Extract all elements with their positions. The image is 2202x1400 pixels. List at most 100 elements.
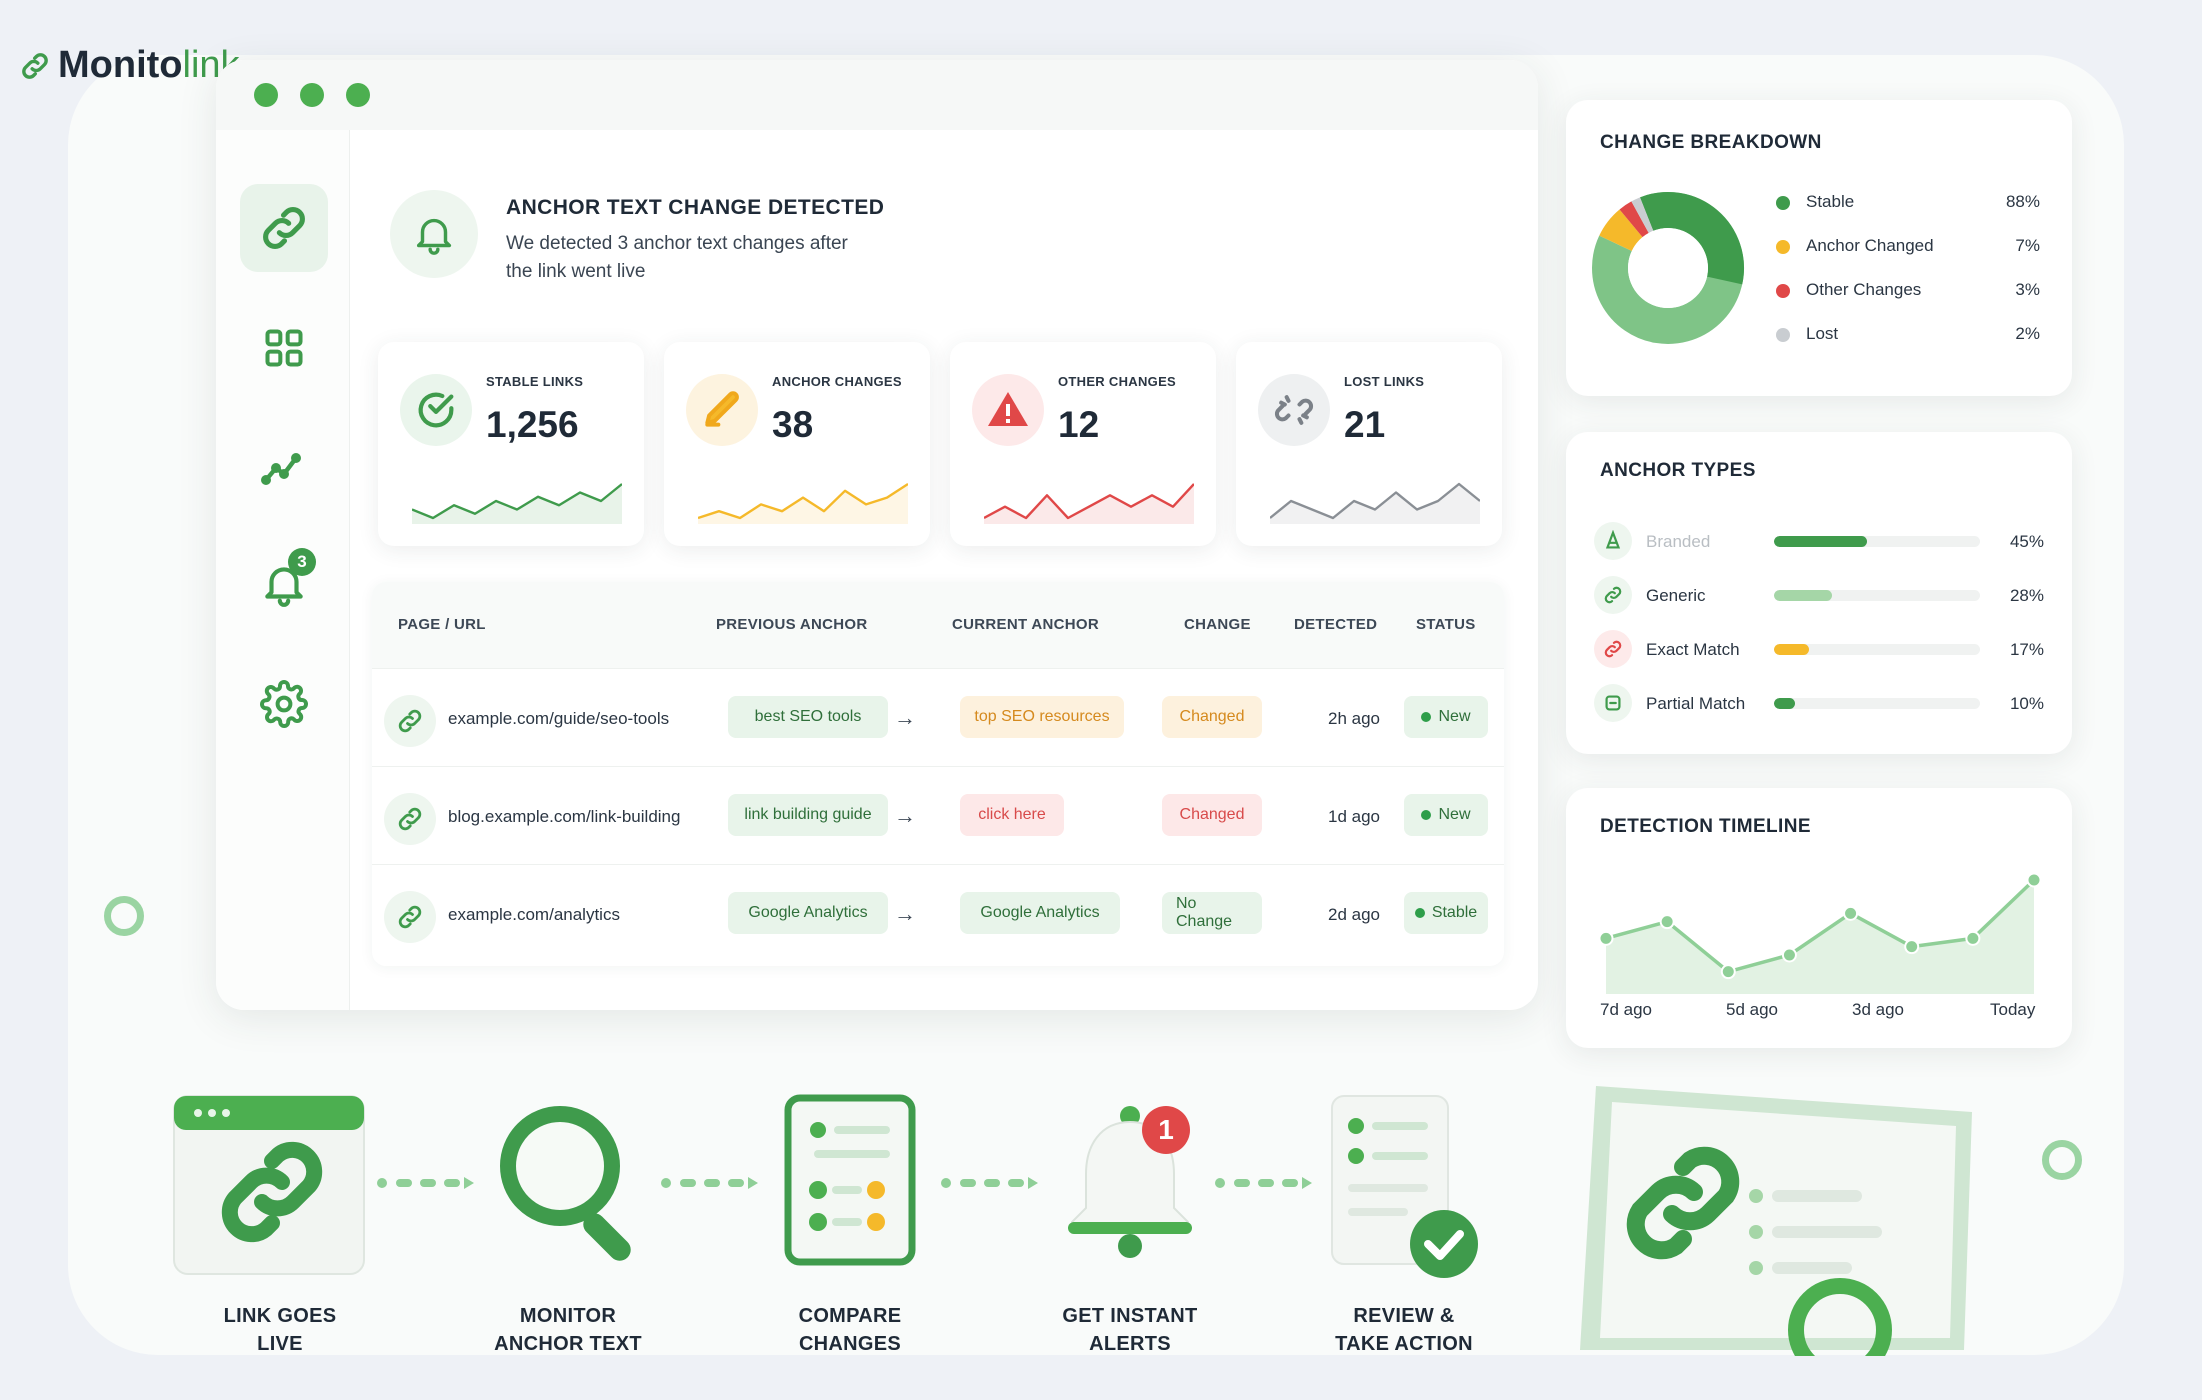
- step-label: LINK GOES LIVE: [170, 1302, 390, 1358]
- stat-card-stable-links[interactable]: STABLE LINKS 1,256: [378, 342, 644, 546]
- donut-slice-lost[interactable]: [1631, 197, 1654, 234]
- connector-dashes: [1215, 1177, 1312, 1189]
- timeline-line: [1605, 878, 2036, 974]
- stat-card-other-changes[interactable]: OTHER CHANGES 12: [950, 342, 1216, 546]
- column-header[interactable]: STATUS: [1416, 616, 1476, 633]
- sidebar-item-links[interactable]: [240, 184, 328, 272]
- anchor-type-bar-fill: [1774, 698, 1795, 709]
- anchor-type-name: Exact Match: [1646, 640, 1740, 659]
- timeline-area: [1606, 880, 2034, 994]
- warning-icon: [988, 392, 1028, 426]
- broken-link-icon: [1274, 395, 1314, 425]
- legend-name: Lost: [1806, 324, 1839, 343]
- decor-ring-right: [2042, 1140, 2082, 1180]
- column-header[interactable]: PAGE / URL: [398, 616, 486, 633]
- sidebar: 3: [216, 130, 350, 1010]
- row-url[interactable]: example.com/analytics: [448, 905, 620, 924]
- anchor-type-row[interactable]: Partial Match 10%: [1594, 684, 2044, 724]
- anchor-type-bar: [1774, 644, 1980, 655]
- column-header[interactable]: DETECTED: [1294, 616, 1378, 633]
- previous-anchor-chip: link building guide: [728, 794, 888, 836]
- window-dot[interactable]: [300, 83, 324, 107]
- changes-table: PAGE / URL PREVIOUS ANCHOR CURRENT ANCHO…: [372, 582, 1504, 966]
- alerts-count-badge: 3: [288, 548, 316, 576]
- timeline-point[interactable]: [1904, 939, 1920, 955]
- timeline-axis-label: Today: [1990, 1000, 2036, 1019]
- column-header[interactable]: CURRENT ANCHOR: [952, 616, 1099, 633]
- donut-hole: [1628, 228, 1708, 308]
- legend-item: Other Changes 3%: [1776, 276, 2040, 306]
- timeline-point[interactable]: [1659, 914, 1675, 930]
- legend-name: Stable: [1806, 192, 1855, 211]
- row-url[interactable]: blog.example.com/link-building: [448, 807, 681, 826]
- sparkline-line: [698, 482, 908, 520]
- timeline-point[interactable]: [1781, 947, 1797, 963]
- step-label: MONITOR ANCHOR TEXT: [458, 1302, 678, 1358]
- sidebar-item-alerts[interactable]: 3: [240, 540, 328, 628]
- change-chip: Changed: [1162, 794, 1262, 836]
- row-url[interactable]: example.com/guide/seo-tools: [448, 709, 670, 728]
- bell-icon: [265, 567, 303, 607]
- timeline-point[interactable]: [2026, 872, 2041, 888]
- timeline-point[interactable]: [1720, 964, 1736, 980]
- stat-value: 38: [772, 404, 814, 445]
- timeline-point[interactable]: [1843, 905, 1859, 921]
- table-row[interactable]: example.com/guide/seo-tools best SEO too…: [372, 668, 1504, 766]
- legend-pct: 2%: [2015, 324, 2040, 343]
- anchor-type-row[interactable]: Branded 45%: [1594, 522, 2044, 562]
- anchor-type-row[interactable]: Exact Match 17%: [1594, 630, 2044, 670]
- status-label: New: [1438, 806, 1471, 823]
- timeline-axis-label: 5d ago: [1726, 1000, 1778, 1019]
- sidebar-item-dashboard[interactable]: [240, 304, 328, 392]
- anchor-type-row[interactable]: Generic 28%: [1594, 576, 2044, 616]
- change-chip: Changed: [1162, 696, 1262, 738]
- pencil-icon: [705, 391, 739, 427]
- link-icon: [263, 207, 305, 249]
- browser-link-icon: [173, 1095, 365, 1275]
- sidebar-item-analytics[interactable]: [240, 424, 328, 512]
- column-header[interactable]: CHANGE: [1184, 616, 1251, 633]
- donut-slice-anchor-changed[interactable]: [1599, 209, 1644, 252]
- anchor-type-bar: [1774, 590, 1980, 601]
- table-row[interactable]: blog.example.com/link-building link buil…: [372, 766, 1504, 864]
- grid-icon: [265, 329, 303, 367]
- check-circle-icon: [418, 392, 454, 428]
- anchor-type-bar-fill: [1774, 590, 1832, 601]
- sidebar-item-settings[interactable]: [240, 660, 328, 748]
- dashboard-window: 3 ANCHOR TEXT CHANGE DETECTED We detecte…: [216, 60, 1538, 1010]
- step-label-line: LIVE: [257, 1333, 303, 1355]
- stat-card-lost-links[interactable]: LOST LINKS 21: [1236, 342, 1502, 546]
- stat-card-anchor-changes[interactable]: ANCHOR CHANGES 38: [664, 342, 930, 546]
- stat-label: OTHER CHANGES: [1058, 374, 1177, 389]
- timeline-point[interactable]: [1600, 930, 1614, 946]
- stat-icon-wrap: [972, 374, 1044, 446]
- sparkline-area: [698, 484, 908, 524]
- stat-value: 21: [1344, 404, 1386, 445]
- connector-dashes: [377, 1177, 474, 1189]
- gear-icon: [260, 680, 308, 728]
- timeline-point[interactable]: [1965, 930, 1981, 946]
- legend-name: Anchor Changed: [1806, 236, 1934, 255]
- brand-name-dark: Monito: [58, 44, 183, 86]
- brand-logo[interactable]: Monitolink: [18, 44, 240, 87]
- window-dot[interactable]: [346, 83, 370, 107]
- step-label: GET INSTANT ALERTS: [1020, 1302, 1240, 1358]
- donut-slice-other-changes[interactable]: [1619, 201, 1650, 238]
- arrow-right-icon: →: [894, 803, 916, 828]
- step-label-line: MONITOR: [519, 1305, 617, 1327]
- anchor-type-name: Branded: [1646, 532, 1711, 551]
- sparkline-lost: [1270, 482, 1480, 524]
- window-dot[interactable]: [254, 83, 278, 107]
- document-check-icon: [1331, 1095, 1478, 1278]
- anchor-types-panel: ANCHOR TYPES Branded 45% Generic 28% Exa…: [1566, 432, 2072, 754]
- timeline-axis-label: 7d ago: [1600, 1000, 1652, 1019]
- sparkline-other: [984, 483, 1194, 524]
- table-row[interactable]: example.com/analytics Google Analytics →…: [372, 864, 1504, 962]
- step-label-line: LINK GOES: [223, 1305, 337, 1327]
- stat-icon-wrap: [400, 374, 472, 446]
- step-label: COMPARE CHANGES: [740, 1302, 960, 1358]
- column-header[interactable]: PREVIOUS ANCHOR: [716, 616, 868, 633]
- change-chip: No Change: [1162, 892, 1262, 934]
- stat-icon-wrap: [686, 374, 758, 446]
- bell-icon: [416, 218, 452, 255]
